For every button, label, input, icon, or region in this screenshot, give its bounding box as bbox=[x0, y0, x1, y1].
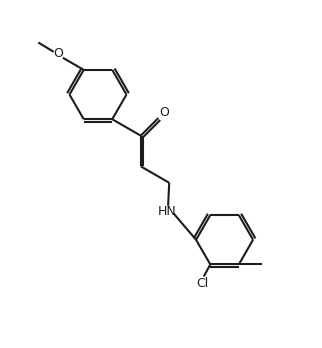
Text: Cl: Cl bbox=[196, 277, 209, 290]
Text: O: O bbox=[159, 106, 169, 119]
Text: HN: HN bbox=[158, 205, 176, 218]
Text: O: O bbox=[53, 47, 63, 61]
